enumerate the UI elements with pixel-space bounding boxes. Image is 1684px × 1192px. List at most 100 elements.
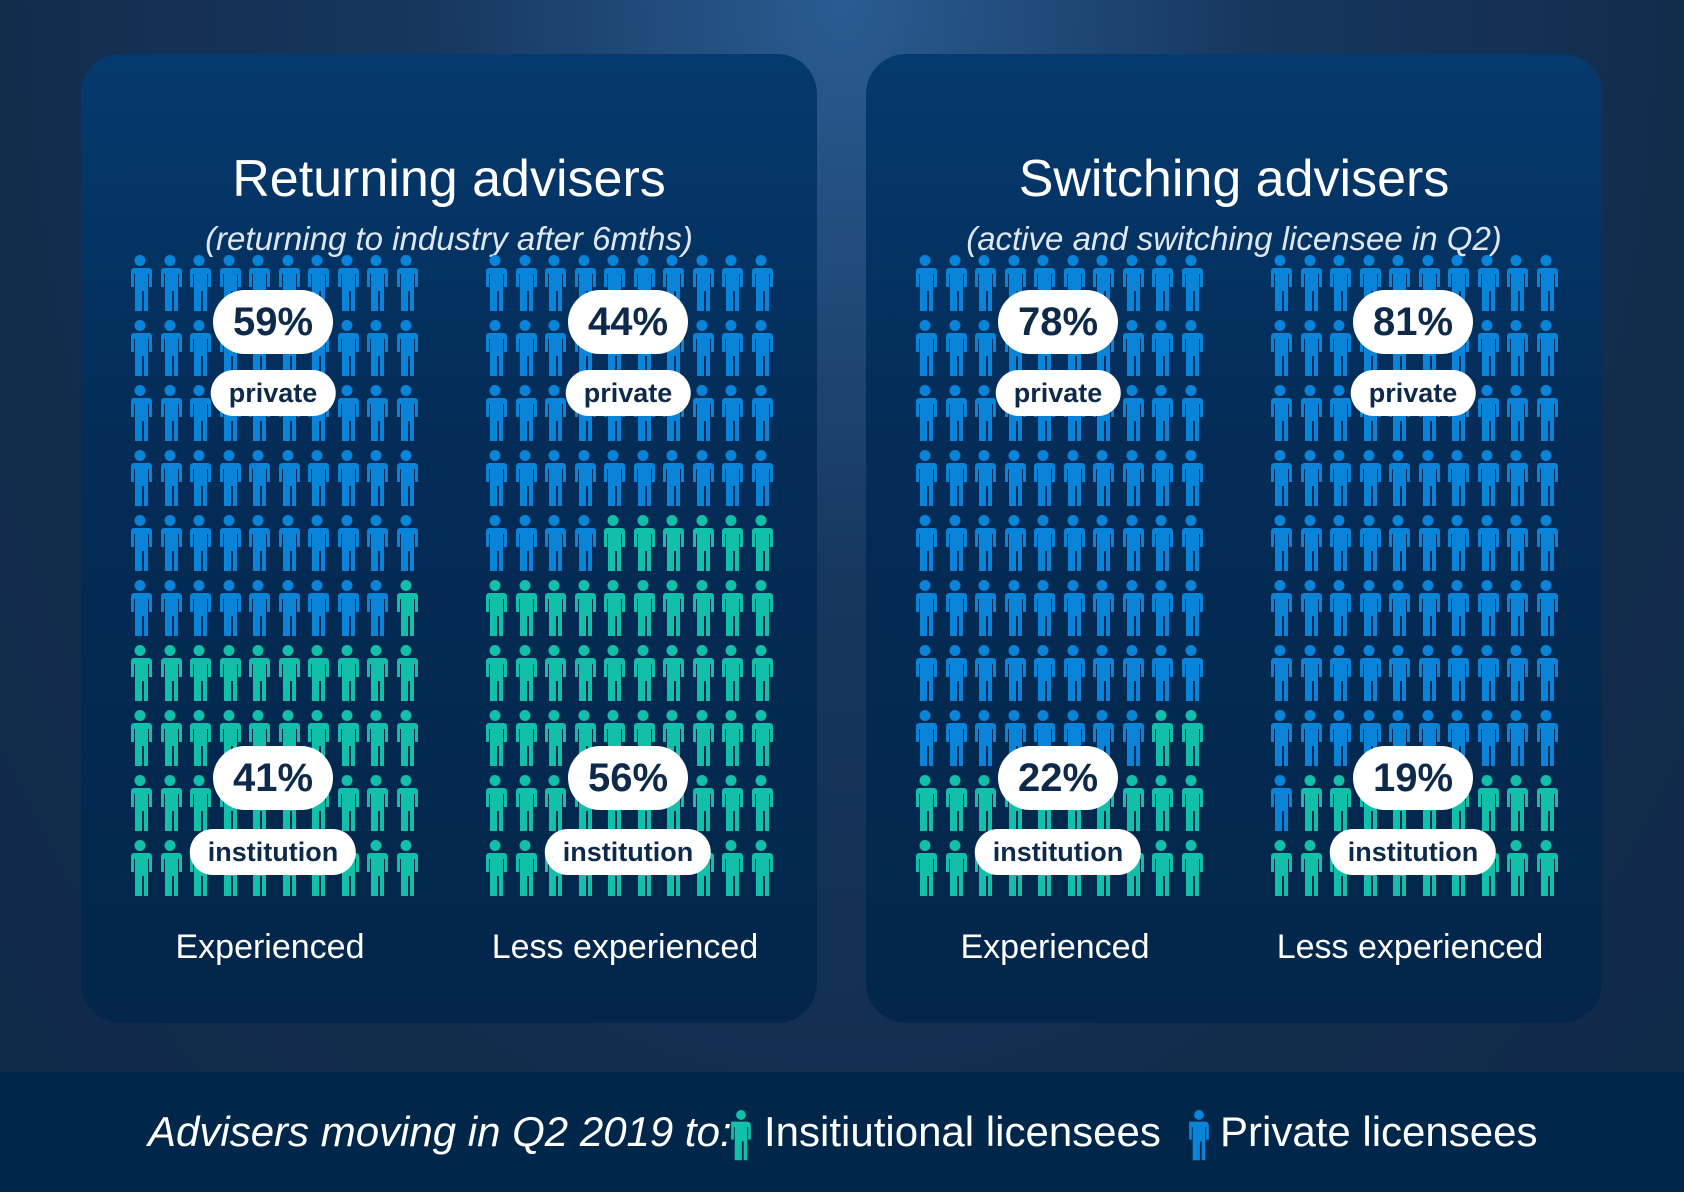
person-icon-private — [486, 320, 507, 376]
person-icon-private — [1004, 580, 1026, 636]
person-icon-private — [574, 515, 596, 571]
person-icon-private — [692, 320, 714, 376]
person-icon-private — [1300, 580, 1322, 636]
person-icon-private — [515, 320, 537, 376]
person-icon-private — [975, 255, 996, 311]
person-icon-institution — [249, 645, 270, 701]
person-icon-institution — [1477, 775, 1499, 831]
person-icon-private — [975, 450, 996, 506]
person-icon-institution — [1122, 775, 1144, 831]
person-icon-private — [1093, 645, 1114, 701]
person-icon-private — [722, 450, 743, 506]
person-icon-institution — [190, 645, 211, 701]
person-icon-institution — [1536, 775, 1558, 831]
person-icon-private — [975, 385, 996, 441]
person-icon-private — [1271, 645, 1292, 701]
person-icon-private — [1093, 580, 1114, 636]
person-icon-private — [160, 255, 182, 311]
person-icon-institution — [131, 775, 152, 831]
person-icon-private — [945, 645, 967, 701]
person-icon-private — [367, 385, 388, 441]
person-icon-institution — [337, 645, 359, 701]
person-icon-private — [1536, 385, 1558, 441]
person-icon-private — [1389, 450, 1410, 506]
person-icon-institution — [1181, 710, 1203, 766]
person-icon-institution — [574, 580, 596, 636]
person-icon-private — [1507, 580, 1528, 636]
person-icon-institution — [190, 775, 211, 831]
institution-label: institution — [544, 829, 712, 875]
person-icon-institution — [692, 515, 714, 571]
person-icon-private — [1448, 580, 1469, 636]
person-icon-private — [190, 255, 211, 311]
person-icon-private — [1063, 580, 1085, 636]
person-icon-institution — [1300, 840, 1322, 896]
person-icon-private — [1122, 645, 1144, 701]
pictogram-switching-experienced: 78% private 22% institution — [912, 255, 1204, 900]
person-icon-private — [1122, 385, 1144, 441]
person-icon-private — [367, 450, 388, 506]
person-icon-private — [131, 320, 152, 376]
person-icon-institution — [1152, 840, 1173, 896]
person-icon-institution — [545, 645, 566, 701]
person-icon-private — [219, 515, 241, 571]
person-icon-institution — [751, 840, 773, 896]
private-label: private — [995, 370, 1121, 416]
person-icon-private — [1536, 255, 1558, 311]
person-icon-private — [396, 385, 418, 441]
person-icon-institution — [692, 580, 714, 636]
institution-label: institution — [1329, 829, 1497, 875]
person-icon-institution — [337, 710, 359, 766]
person-icon — [1189, 1110, 1209, 1161]
person-icon-private — [337, 255, 359, 311]
person-icon-private — [545, 450, 566, 506]
person-icon-institution — [722, 775, 743, 831]
person-icon-private — [1330, 385, 1351, 441]
person-icon-institution — [916, 840, 937, 896]
person-icon-private — [1477, 710, 1499, 766]
person-icon-private — [160, 320, 182, 376]
person-icon-private — [337, 450, 359, 506]
person-icon-private — [1330, 645, 1351, 701]
person-icon-institution — [515, 580, 537, 636]
category-label: Experienced — [960, 928, 1150, 966]
person-icon-private — [722, 320, 743, 376]
person-icon-institution — [545, 775, 566, 831]
pictogram-returning-less-experienced: 44% private 56% institution — [482, 255, 774, 900]
person-icon-institution — [367, 775, 388, 831]
panel-title: Switching advisers — [1018, 150, 1450, 208]
person-icon-institution — [1181, 775, 1203, 831]
category-label: Less experienced — [491, 928, 759, 966]
person-icon-private — [916, 710, 937, 766]
person-icon-private — [190, 450, 211, 506]
person-icon-private — [278, 580, 300, 636]
person-icon-institution — [604, 645, 625, 701]
person-icon-institution — [1330, 775, 1351, 831]
legend-private: Private licensees — [1220, 1108, 1538, 1155]
person-icon-private — [1004, 515, 1026, 571]
person-icon-private — [1181, 580, 1203, 636]
person-icon-private — [1330, 515, 1351, 571]
person-icon-institution — [722, 840, 743, 896]
person-icon-institution — [945, 775, 967, 831]
person-icon-institution — [515, 645, 537, 701]
person-icon-private — [945, 710, 967, 766]
person-icon-private — [486, 450, 507, 506]
person-icon-private — [396, 320, 418, 376]
person-icon-institution — [663, 645, 684, 701]
person-icon-private — [1536, 645, 1558, 701]
person-icon-private — [1152, 645, 1173, 701]
person-icon-private — [1507, 320, 1528, 376]
person-icon-private — [190, 320, 211, 376]
person-icon-private — [1181, 645, 1203, 701]
person-icon-private — [486, 385, 507, 441]
person-icon-private — [1181, 385, 1203, 441]
person-icon-private — [633, 450, 655, 506]
person-icon-private — [1359, 450, 1381, 506]
person-icon-institution — [604, 515, 625, 571]
person-icon-institution — [160, 775, 182, 831]
person-icon-private — [1093, 450, 1114, 506]
person-icon-institution — [486, 840, 507, 896]
person-icon-private — [975, 320, 996, 376]
person-icon-institution — [1152, 775, 1173, 831]
